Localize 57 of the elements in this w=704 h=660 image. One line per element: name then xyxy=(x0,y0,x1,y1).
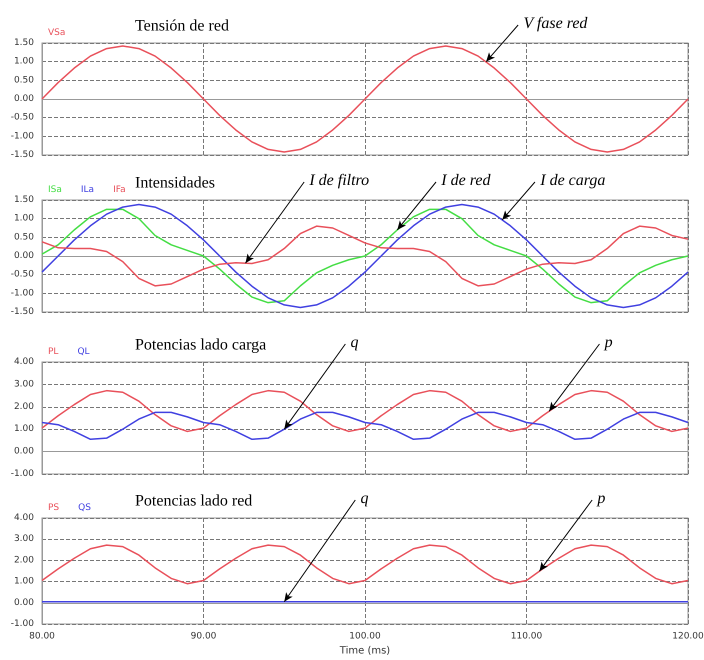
x-tick-label: 90.00 xyxy=(190,632,217,642)
y-tick-label: 3.00 xyxy=(14,534,34,544)
line-series xyxy=(41,544,689,584)
annotation: p xyxy=(596,490,606,507)
y-tick-label: 1.00 xyxy=(14,56,34,67)
chart-title: Potencias lado carga xyxy=(135,336,266,354)
x-tick-label: 80.00 xyxy=(29,632,56,642)
annotation: V fase red xyxy=(523,14,588,32)
y-tick-label: 1.50 xyxy=(14,38,34,48)
y-tick-label: -1.50 xyxy=(10,150,34,160)
annotation: I de filtro xyxy=(308,172,370,189)
y-tick-label: 1.00 xyxy=(14,576,34,587)
x-axis-title: Time (ms) xyxy=(338,645,390,656)
y-tick-label: 0.50 xyxy=(14,75,34,86)
y-tick-label: 2.00 xyxy=(14,555,34,566)
x-tick-label: 120.00 xyxy=(672,632,704,642)
y-tick-label: 4.00 xyxy=(14,357,34,367)
y-tick-label: 0.00 xyxy=(14,251,34,261)
y-tick-label: -0.50 xyxy=(10,112,34,123)
annotation: p xyxy=(604,334,613,351)
y-tick-label: 0.00 xyxy=(14,94,34,104)
text: PL xyxy=(48,347,58,357)
text: ILa xyxy=(80,185,94,195)
y-tick-label: -1.00 xyxy=(10,469,34,479)
y-tick-label: 0.00 xyxy=(14,598,34,608)
annotation: q xyxy=(360,490,368,507)
annotation: I de red xyxy=(440,172,492,189)
line-series xyxy=(41,390,689,432)
y-tick-label: -0.50 xyxy=(10,270,34,280)
chart-title: Tensión de red xyxy=(135,18,229,34)
line-series xyxy=(41,45,689,153)
y-tick-label: 4.00 xyxy=(14,513,34,523)
text: IFa xyxy=(113,185,126,195)
line-series xyxy=(41,225,689,287)
y-tick-label: 0.50 xyxy=(14,232,34,242)
text: VSa xyxy=(48,28,66,38)
y-tick-label: -1.00 xyxy=(10,131,34,142)
text: QS xyxy=(78,503,92,513)
x-tick-label: 100.00 xyxy=(349,632,382,642)
y-tick-label: 0.00 xyxy=(14,446,34,457)
y-tick-label: 1.00 xyxy=(14,424,34,434)
annotation: I de carga xyxy=(539,172,606,189)
chart-title: Potencias lado red xyxy=(135,492,252,510)
annotation: q xyxy=(350,334,359,351)
y-tick-label: 3.00 xyxy=(14,379,34,390)
y-tick-label: -1.00 xyxy=(10,288,34,298)
text: QL xyxy=(77,347,90,357)
text: PS xyxy=(48,503,60,513)
y-tick-label: -1.50 xyxy=(10,307,34,317)
chart-title: Intensidades xyxy=(135,174,215,192)
y-tick-label: 1.00 xyxy=(14,214,34,224)
line-series xyxy=(41,412,689,440)
x-tick-label: 110.00 xyxy=(510,632,543,642)
y-tick-label: 2.00 xyxy=(14,402,34,412)
text: ISa xyxy=(48,185,62,195)
y-tick-label: 1.50 xyxy=(14,195,34,205)
y-tick-label: -1.00 xyxy=(10,619,34,629)
